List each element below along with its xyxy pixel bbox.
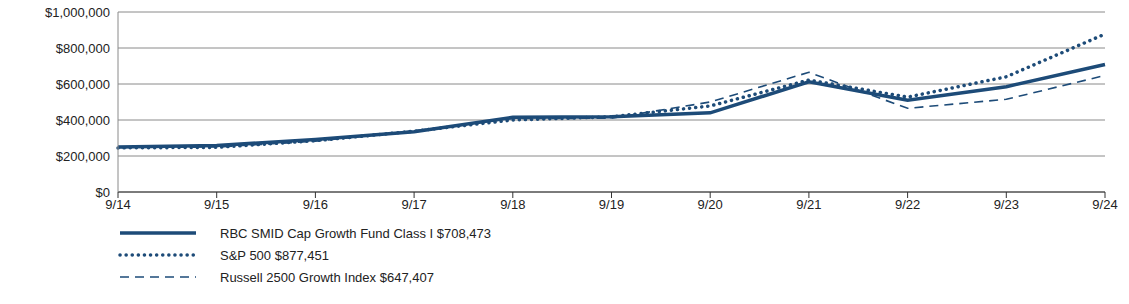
svg-text:$1,000,000: $1,000,000	[45, 5, 110, 20]
svg-text:9/14: 9/14	[105, 197, 131, 213]
svg-text:9/16: 9/16	[303, 197, 328, 212]
svg-text:9/20: 9/20	[698, 197, 723, 212]
svg-text:$600,000: $600,000	[56, 77, 110, 92]
svg-text:9/18: 9/18	[500, 197, 525, 212]
svg-text:9/23: 9/23	[994, 197, 1019, 212]
html-text:Russell 2500 Growth Index $647: Russell 2500 Growth Index $647,407	[220, 269, 434, 285]
svg-text:9/22: 9/22	[895, 197, 920, 212]
svg-text:$800,000: $800,000	[56, 41, 110, 56]
svg-text:9/17: 9/17	[401, 197, 426, 212]
html-text:RBC SMID Cap Growth Fund Class: RBC SMID Cap Growth Fund Class I $708,47…	[220, 225, 491, 241]
svg-text:9/24: 9/24	[1092, 197, 1117, 212]
svg-text:9/15: 9/15	[204, 197, 229, 212]
svg-text:$200,000: $200,000	[56, 149, 110, 164]
svg-text:$400,000: $400,000	[56, 113, 110, 128]
svg-text:$0: $0	[96, 185, 110, 200]
svg-text:9/19: 9/19	[599, 197, 624, 212]
svg-text:9/21: 9/21	[796, 197, 821, 212]
html-text:S&P 500 $877,451: S&P 500 $877,451	[220, 247, 329, 263]
